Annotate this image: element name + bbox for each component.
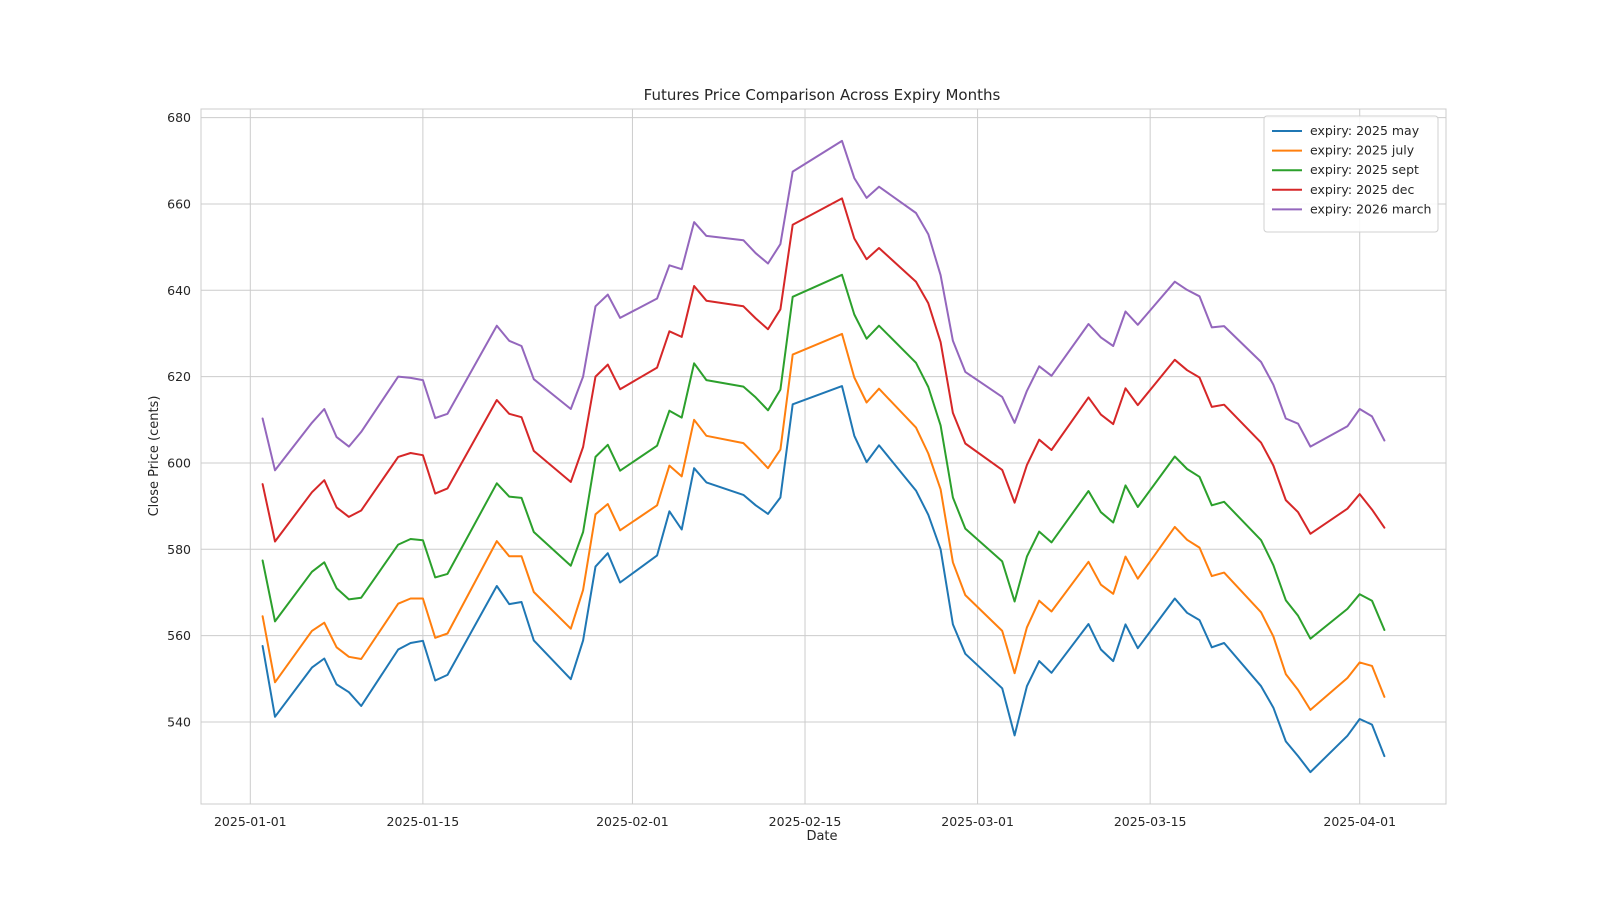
x-tick-label: 2025-01-15: [387, 814, 460, 829]
legend-entry: expiry: 2025 may: [1310, 123, 1420, 138]
x-tick-label: 2025-02-15: [769, 814, 842, 829]
y-tick-label: 640: [167, 283, 191, 298]
chart-title: Futures Price Comparison Across Expiry M…: [644, 86, 1001, 104]
y-tick-label: 540: [167, 714, 191, 729]
y-axis-ticks: 540 560 580 600 620 640 660 680: [167, 110, 191, 729]
legend-box: [1263, 115, 1439, 233]
y-tick-label: 660: [167, 196, 191, 211]
x-tick-label: 2025-01-01: [214, 814, 287, 829]
x-tick-label: 2025-04-01: [1323, 814, 1396, 829]
series-line-4: [261, 197, 1386, 543]
series-lines: [261, 139, 1386, 774]
legend-entry: expiry: 2025 sept: [1310, 162, 1419, 177]
y-tick-label: 600: [167, 455, 191, 470]
series-line-2: [261, 332, 1386, 711]
series-line-3: [261, 273, 1386, 640]
x-tick-label: 2025-03-15: [1114, 814, 1187, 829]
y-tick-label: 560: [167, 628, 191, 643]
legend-entry: expiry: 2026 march: [1310, 201, 1431, 216]
series-line-5: [261, 139, 1386, 472]
y-tick-label: 580: [167, 542, 191, 557]
legend-entry: expiry: 2025 dec: [1310, 182, 1414, 197]
x-tick-label: 2025-03-01: [941, 814, 1014, 829]
plot-frame: [200, 108, 1447, 805]
legend: expiry: 2025 may expiry: 2025 july expiry:…: [1263, 115, 1439, 233]
y-axis-label: Close Price (cents): [147, 396, 162, 517]
legend-entry: expiry: 2025 july: [1310, 143, 1415, 158]
x-axis-label: Date: [806, 829, 837, 844]
grid-lines: [201, 109, 1446, 804]
y-tick-label: 620: [167, 369, 191, 384]
y-tick-label: 680: [167, 110, 191, 125]
series-line-1: [261, 385, 1386, 774]
x-axis-ticks: 2025-01-01 2025-01-15 2025-02-01 2025-02-15…: [214, 814, 1396, 829]
x-tick-label: 2025-02-01: [596, 814, 669, 829]
